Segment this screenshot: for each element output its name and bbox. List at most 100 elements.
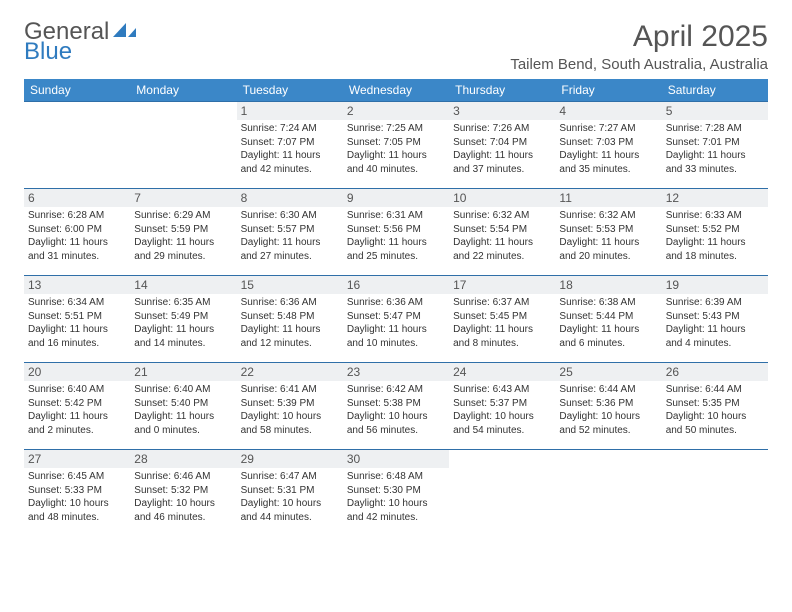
day-detail-line: Sunrise: 6:31 AM (347, 210, 445, 223)
day-number: 14 (130, 276, 236, 294)
day-detail-line: Sunset: 5:35 PM (666, 398, 764, 411)
day-number (555, 450, 661, 468)
day-detail-line: and 16 minutes. (28, 338, 126, 351)
day-detail-line: and 33 minutes. (666, 164, 764, 177)
day-detail-line: and 56 minutes. (347, 425, 445, 438)
calendar-cell: 28Sunrise: 6:46 AMSunset: 5:32 PMDayligh… (130, 450, 236, 537)
day-detail-line: and 18 minutes. (666, 251, 764, 264)
day-number: 4 (555, 102, 661, 120)
calendar-cell: 18Sunrise: 6:38 AMSunset: 5:44 PMDayligh… (555, 276, 661, 363)
calendar-cell: 12Sunrise: 6:33 AMSunset: 5:52 PMDayligh… (662, 189, 768, 276)
calendar-cell: 6Sunrise: 6:28 AMSunset: 6:00 PMDaylight… (24, 189, 130, 276)
day-detail-line: and 14 minutes. (134, 338, 232, 351)
day-detail-line: Daylight: 11 hours (134, 237, 232, 250)
day-detail-line: Sunrise: 6:34 AM (28, 297, 126, 310)
day-detail-line: and 44 minutes. (241, 512, 339, 525)
calendar-cell: 9Sunrise: 6:31 AMSunset: 5:56 PMDaylight… (343, 189, 449, 276)
day-detail-line: Sunset: 5:42 PM (28, 398, 126, 411)
day-detail-line: Sunrise: 6:37 AM (453, 297, 551, 310)
day-detail-line: Daylight: 11 hours (666, 150, 764, 163)
logo: GeneralBlue (24, 20, 139, 64)
day-number: 12 (662, 189, 768, 207)
day-detail-line: Sunset: 5:31 PM (241, 485, 339, 498)
calendar-cell: 25Sunrise: 6:44 AMSunset: 5:36 PMDayligh… (555, 363, 661, 450)
day-detail-line: Daylight: 10 hours (453, 411, 551, 424)
day-detail-line: and 58 minutes. (241, 425, 339, 438)
day-detail-line: Sunrise: 7:28 AM (666, 123, 764, 136)
day-detail-line: Sunset: 5:48 PM (241, 311, 339, 324)
day-number: 16 (343, 276, 449, 294)
calendar-cell: 21Sunrise: 6:40 AMSunset: 5:40 PMDayligh… (130, 363, 236, 450)
day-detail-line: and 27 minutes. (241, 251, 339, 264)
day-detail-line: Daylight: 10 hours (347, 411, 445, 424)
day-detail-line: Daylight: 11 hours (559, 150, 657, 163)
day-detail-line: Sunrise: 6:40 AM (28, 384, 126, 397)
day-detail-line: Daylight: 10 hours (666, 411, 764, 424)
col-header: Wednesday (343, 79, 449, 102)
day-detail-line: Sunset: 5:32 PM (134, 485, 232, 498)
location-text: Tailem Bend, South Australia, Australia (510, 56, 768, 73)
calendar-cell (449, 450, 555, 537)
day-number (662, 450, 768, 468)
day-detail-line: Sunrise: 6:35 AM (134, 297, 232, 310)
day-detail-line: Sunset: 5:43 PM (666, 311, 764, 324)
day-number: 13 (24, 276, 130, 294)
day-number: 18 (555, 276, 661, 294)
calendar-cell: 24Sunrise: 6:43 AMSunset: 5:37 PMDayligh… (449, 363, 555, 450)
day-detail-line: Sunset: 7:04 PM (453, 137, 551, 150)
day-detail-line: and 42 minutes. (241, 164, 339, 177)
calendar-cell: 30Sunrise: 6:48 AMSunset: 5:30 PMDayligh… (343, 450, 449, 537)
calendar-cell: 15Sunrise: 6:36 AMSunset: 5:48 PMDayligh… (237, 276, 343, 363)
day-detail-line: and 12 minutes. (241, 338, 339, 351)
day-detail-line: and 54 minutes. (453, 425, 551, 438)
day-number: 21 (130, 363, 236, 381)
day-detail-line: Sunrise: 7:24 AM (241, 123, 339, 136)
day-detail-line: and 4 minutes. (666, 338, 764, 351)
calendar-cell: 23Sunrise: 6:42 AMSunset: 5:38 PMDayligh… (343, 363, 449, 450)
col-header: Friday (555, 79, 661, 102)
calendar-table: SundayMondayTuesdayWednesdayThursdayFrid… (24, 79, 768, 536)
calendar-cell: 22Sunrise: 6:41 AMSunset: 5:39 PMDayligh… (237, 363, 343, 450)
day-number: 28 (130, 450, 236, 468)
day-number: 7 (130, 189, 236, 207)
calendar-cell (555, 450, 661, 537)
calendar-cell (662, 450, 768, 537)
day-detail-line: Sunrise: 6:33 AM (666, 210, 764, 223)
day-detail-line: Sunset: 5:37 PM (453, 398, 551, 411)
day-detail-line: Sunset: 5:38 PM (347, 398, 445, 411)
day-detail-line: Daylight: 11 hours (241, 150, 339, 163)
day-detail-line: and 22 minutes. (453, 251, 551, 264)
col-header: Saturday (662, 79, 768, 102)
day-detail-line: Daylight: 10 hours (559, 411, 657, 424)
page-title: April 2025 (510, 20, 768, 54)
day-number: 29 (237, 450, 343, 468)
calendar-cell (24, 102, 130, 189)
day-detail-line: Sunset: 5:39 PM (241, 398, 339, 411)
day-number: 2 (343, 102, 449, 120)
day-detail-line: and 52 minutes. (559, 425, 657, 438)
day-detail-line: Sunrise: 6:38 AM (559, 297, 657, 310)
day-number: 23 (343, 363, 449, 381)
day-detail-line: Daylight: 11 hours (559, 237, 657, 250)
day-detail-line: Sunrise: 7:27 AM (559, 123, 657, 136)
day-detail-line: Sunset: 6:00 PM (28, 224, 126, 237)
day-detail-line: Sunset: 7:01 PM (666, 137, 764, 150)
day-detail-line: Sunrise: 6:43 AM (453, 384, 551, 397)
calendar-cell: 27Sunrise: 6:45 AMSunset: 5:33 PMDayligh… (24, 450, 130, 537)
day-detail-line: Daylight: 11 hours (666, 237, 764, 250)
day-number: 30 (343, 450, 449, 468)
day-number: 27 (24, 450, 130, 468)
day-detail-line: Sunrise: 6:36 AM (347, 297, 445, 310)
day-detail-line: and 50 minutes. (666, 425, 764, 438)
calendar-cell: 4Sunrise: 7:27 AMSunset: 7:03 PMDaylight… (555, 102, 661, 189)
day-detail-line: Sunset: 5:54 PM (453, 224, 551, 237)
calendar-cell: 16Sunrise: 6:36 AMSunset: 5:47 PMDayligh… (343, 276, 449, 363)
logo-sail-icon (113, 20, 139, 44)
day-detail-line: and 35 minutes. (559, 164, 657, 177)
calendar-cell: 17Sunrise: 6:37 AMSunset: 5:45 PMDayligh… (449, 276, 555, 363)
day-detail-line: and 6 minutes. (559, 338, 657, 351)
day-number (130, 102, 236, 120)
day-detail-line: Sunset: 5:36 PM (559, 398, 657, 411)
day-detail-line: Sunrise: 6:46 AM (134, 471, 232, 484)
day-detail-line: Sunset: 5:33 PM (28, 485, 126, 498)
